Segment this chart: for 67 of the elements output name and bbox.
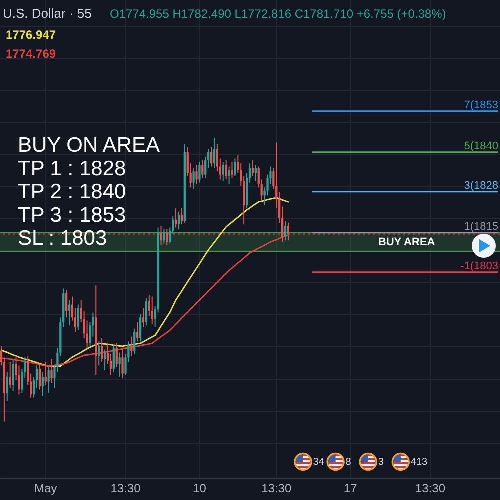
x-tick-label: 17	[344, 482, 358, 496]
candlestick	[234, 158, 236, 177]
candlestick	[98, 341, 100, 366]
annotation: 3	[378, 457, 384, 468]
ref-line-label: -1(1803	[460, 260, 499, 272]
candlestick	[6, 372, 8, 402]
candlestick	[228, 166, 230, 185]
candlestick	[66, 290, 68, 318]
candlestick	[151, 296, 154, 325]
annotation: SL : 1803	[18, 227, 108, 250]
annotation: TP 3 : 1853	[18, 204, 126, 227]
candlestick	[196, 164, 198, 185]
ref-line-label: 3(1828	[464, 180, 499, 192]
candlestick	[12, 358, 14, 392]
annotation: 8	[346, 457, 352, 468]
candlestick	[118, 352, 121, 378]
candlestick	[210, 147, 213, 168]
annotation: 34	[313, 457, 325, 468]
annotation: TP 1 : 1828	[18, 157, 126, 180]
candlestick	[202, 160, 204, 179]
x-tick-label: 13:30	[110, 482, 142, 496]
candlestick	[222, 162, 224, 182]
x-tick-label: May	[34, 482, 58, 496]
candlestick	[9, 362, 12, 389]
candlestick	[48, 366, 50, 394]
candlestick	[42, 372, 44, 397]
candlestick	[101, 338, 104, 364]
annotation: 413	[410, 457, 428, 468]
candlestick	[134, 328, 136, 355]
candlestick	[198, 162, 201, 184]
text: 1774.769	[6, 47, 56, 61]
candlestick	[38, 364, 42, 390]
candlestick	[130, 336, 133, 357]
band-label: BUY AREA	[378, 236, 436, 248]
text: O1774.955 H1782.490 L1772.816 C1781.710 +6.755 (+0.38%)	[110, 7, 446, 21]
text: 1776.947	[6, 28, 56, 42]
candlestick	[116, 342, 118, 368]
candlestick	[192, 168, 195, 190]
candlestick	[284, 220, 287, 242]
ref-line-label: 7(1853	[464, 99, 499, 112]
candlestick	[112, 344, 115, 373]
candlestick	[225, 160, 228, 180]
annotation: TP 2 : 1840	[18, 180, 126, 204]
x-tick-label: 13:30	[415, 482, 446, 496]
text: U.S. Dollar · 55	[3, 6, 92, 21]
candlestick	[213, 137, 216, 169]
candlestick	[77, 304, 80, 331]
candlestick	[142, 307, 145, 328]
candlestick	[178, 211, 180, 230]
x-tick-label: 13:30	[262, 482, 292, 496]
candlestick	[122, 349, 124, 380]
ref-line-label: 1(1815	[464, 220, 499, 233]
ref-line-label: 5(1840	[464, 140, 499, 152]
candlestick	[231, 162, 234, 179]
candlestick	[145, 298, 148, 326]
candlestick	[136, 322, 139, 342]
candlestick	[44, 362, 47, 386]
candlestick	[180, 208, 184, 226]
candlestick	[166, 228, 168, 246]
candlestick	[287, 222, 290, 242]
x-tick-label: 10	[193, 482, 207, 496]
annotation: BUY ON AREA	[18, 134, 160, 157]
candlestick	[163, 228, 166, 244]
candlestick	[104, 349, 106, 372]
candlestick	[160, 226, 162, 246]
candlestick	[139, 314, 142, 342]
candlestick	[50, 358, 53, 384]
